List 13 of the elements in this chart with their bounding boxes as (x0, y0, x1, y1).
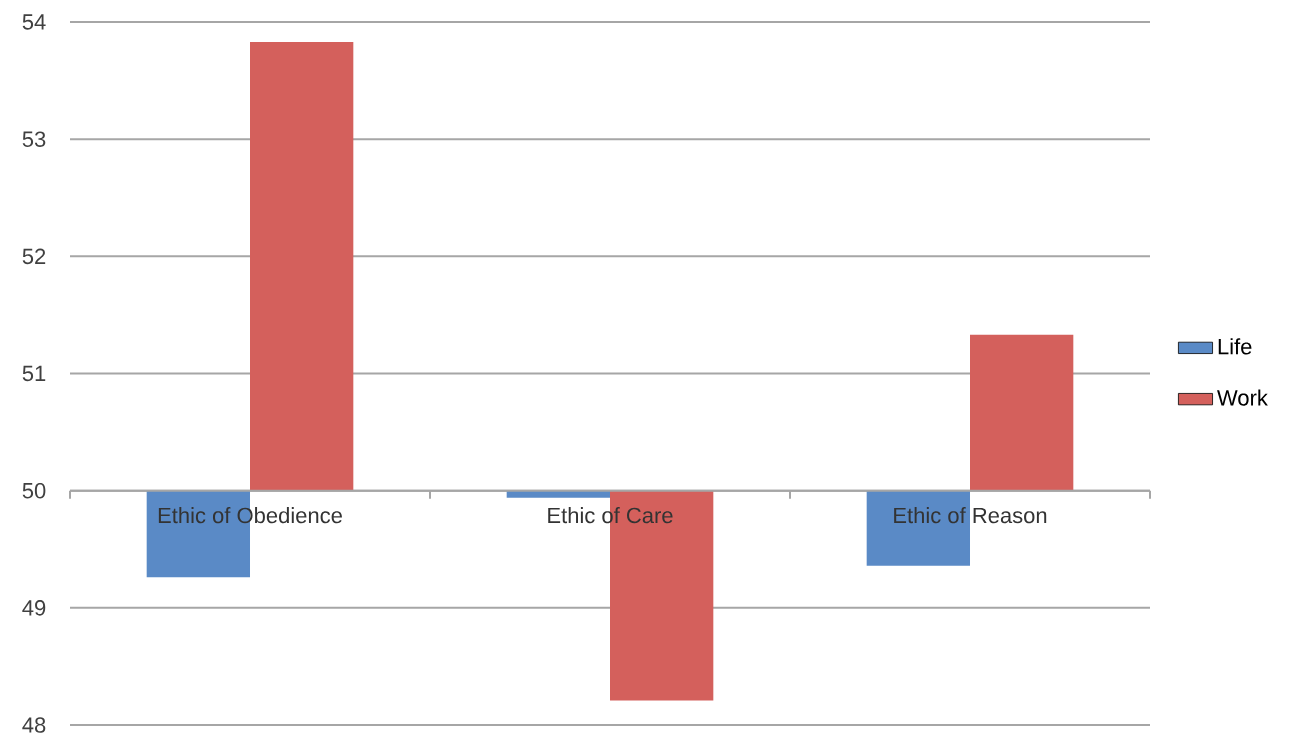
y-tick-label: 51 (22, 365, 46, 382)
bar (866, 490, 970, 566)
y-tick-label: 54 (22, 14, 46, 30)
bar (970, 334, 1074, 491)
y-tick-label: 49 (22, 600, 46, 616)
y-tick-label: 50 (22, 482, 46, 499)
y-tick-label: 48 (22, 717, 46, 733)
legend-label: Work (1217, 389, 1268, 406)
legend-label: Life (1218, 338, 1252, 355)
bar (250, 41, 354, 491)
x-tick-label: Ethic of Reason (894, 507, 1047, 524)
y-tick-label: 52 (22, 248, 46, 265)
y-tick-label: 53 (22, 131, 46, 147)
